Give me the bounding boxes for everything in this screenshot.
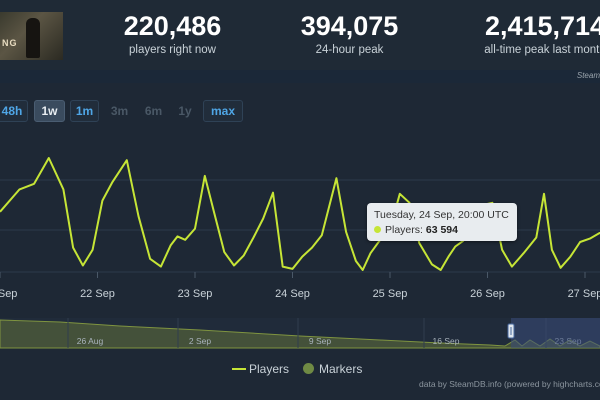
- stat-all-time-peak: 2,415,714 all-time peak last month: [470, 10, 600, 58]
- legend-item-markers[interactable]: Markers: [319, 362, 363, 376]
- range-button-48h[interactable]: 48h: [0, 100, 28, 122]
- x-axis-ticks: 21 Sep 22 Sep 23 Sep 24 Sep 25 Sep 26 Sep 27 S…: [0, 272, 600, 300]
- x-tick-label: 23 Sep: [178, 288, 213, 300]
- navigator-tick-label: 16 Sep: [433, 336, 460, 346]
- x-tick-label: 26 Sep: [470, 288, 505, 300]
- range-button-max[interactable]: max: [203, 100, 243, 122]
- warrior-figure-icon: [26, 18, 40, 58]
- source-tag: Steam: [576, 71, 600, 80]
- markers-legend-dot-icon: [303, 363, 314, 374]
- stat-label: all-time peak last month: [484, 44, 600, 56]
- navigator-tick-label: 26 Aug: [77, 336, 104, 346]
- stat-value: 2,415,714: [484, 11, 600, 41]
- thumbnail-title: NG: [2, 38, 18, 48]
- range-button-1y[interactable]: 1y: [178, 104, 192, 118]
- chart-credits[interactable]: data by SteamDB.info (powered by highcha…: [419, 379, 600, 389]
- legend-item-players[interactable]: Players: [249, 362, 290, 376]
- x-tick-label: 21 Sep: [0, 288, 17, 300]
- tooltip-value: 63 594: [425, 224, 458, 236]
- navigator-tick-label: 9 Sep: [309, 336, 331, 346]
- tooltip-series-name: Players:: [385, 224, 423, 236]
- stat-value: 394,075: [300, 11, 399, 41]
- x-tick-label: 22 Sep: [80, 288, 115, 300]
- legend: Players Markers: [0, 360, 600, 378]
- stat-label: 24-hour peak: [315, 44, 384, 56]
- range-button-1w[interactable]: 1w: [34, 100, 65, 122]
- tooltip: Tuesday, 24 Sep, 20:00 UTC Players: 63 5…: [367, 203, 517, 241]
- x-tick-label: 25 Sep: [373, 288, 408, 300]
- game-thumbnail[interactable]: NG: [0, 12, 63, 60]
- range-button-1m[interactable]: 1m: [70, 100, 99, 122]
- stats-header: NG 220,486 players right now 394,075 24-…: [0, 0, 600, 70]
- tooltip-row: Players: 63 594: [374, 224, 458, 236]
- players-legend-line-icon: [232, 368, 246, 370]
- range-button-3m[interactable]: 3m: [110, 104, 129, 118]
- navigator-selection[interactable]: [511, 318, 600, 348]
- x-tick-label: 27 Sep: [568, 288, 600, 300]
- stat-value: 220,486: [123, 11, 222, 41]
- tooltip-date: Tuesday, 24 Sep, 20:00 UTC: [374, 209, 509, 221]
- stat-players-now: 220,486 players right now: [100, 10, 245, 58]
- stat-label: players right now: [129, 44, 216, 56]
- range-button-6m[interactable]: 6m: [144, 104, 163, 118]
- stat-24h-peak: 394,075 24-hour peak: [272, 10, 427, 58]
- x-tick-label: 24 Sep: [275, 288, 310, 300]
- players-series-line[interactable]: [0, 157, 600, 271]
- series-dot-icon: [374, 226, 381, 233]
- navigator-tick-label: 2 Sep: [189, 336, 211, 346]
